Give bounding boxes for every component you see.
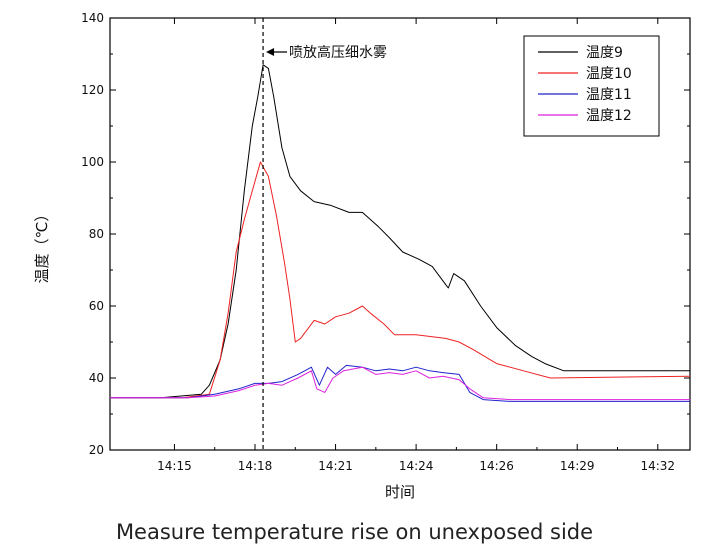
legend-box	[523, 35, 660, 137]
x-tick-label: 14:18	[238, 459, 273, 473]
series-line-11	[110, 364, 690, 402]
legend-label: 温度9	[586, 45, 623, 61]
y-tick-label: 80	[89, 227, 104, 241]
x-tick-label: 14:15	[157, 459, 192, 473]
x-tick-label: 14:21	[318, 459, 353, 473]
x-tick-label: 14:26	[479, 459, 514, 473]
series-line-12	[110, 366, 690, 401]
y-axis-label: 温度（℃）	[33, 207, 51, 284]
annotation-arrowhead	[266, 48, 275, 56]
plot-layer: 20 40 60 80 100 120 140 14:15 14:18 14:21 14:24 14:…	[81, 11, 691, 473]
legend-label: 温度12	[586, 108, 632, 124]
x-tick-label: 14:32	[640, 459, 675, 473]
y-tick-label: 100	[81, 155, 104, 169]
legend-label: 温度10	[586, 66, 632, 82]
figure-caption: Measure temperature rise on unexposed si…	[115, 520, 594, 544]
y-tick-label: 60	[89, 299, 104, 313]
series-line-10	[110, 161, 691, 399]
legend-label: 温度11	[586, 87, 632, 103]
x-tick-label: 14:29	[560, 459, 595, 473]
y-tick-label: 20	[89, 443, 104, 457]
series-line-9	[110, 64, 690, 399]
y-tick-label: 40	[89, 371, 104, 385]
annotation-text: 喷放高压细水雾	[289, 44, 387, 61]
y-tick-label: 140	[81, 11, 104, 25]
x-tick-label: 14:24	[399, 459, 434, 473]
y-tick-label: 120	[81, 83, 104, 97]
x-axis-label: 时间	[385, 483, 415, 501]
